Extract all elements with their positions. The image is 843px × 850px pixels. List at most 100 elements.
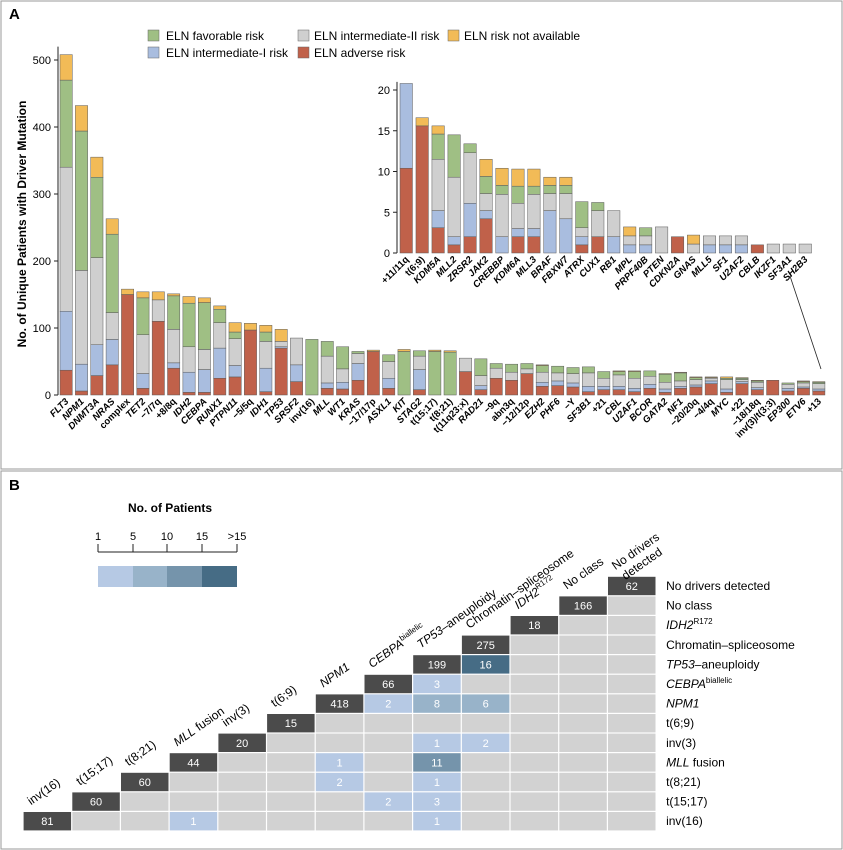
panel-b-label: B: [9, 477, 20, 494]
legend-label-intermediate-1: ELN intermediate-I risk: [166, 46, 289, 60]
matrix-cell: [413, 753, 461, 772]
y-tick-label: 400: [33, 122, 51, 134]
inset-bar-segment-intermediate_2: [431, 159, 445, 211]
matrix-cell: [510, 812, 559, 831]
inset-bar-segment-intermediate_1: [543, 210, 557, 254]
matrix-cell-value: 1: [434, 738, 440, 750]
bar-segment-adverse: [90, 375, 104, 396]
bar-segment-adverse: [151, 321, 165, 396]
bar-segment-intermediate_1: [720, 388, 734, 393]
color-scale: No. of Patients 1 5 10 15 >15: [95, 501, 246, 587]
bar-segment-adverse: [121, 294, 134, 396]
main-bar-chart: 0100200300400500FLT3NPM1DNMT3ANRAScomple…: [33, 46, 826, 440]
inset-connector-line: [789, 275, 822, 370]
matrix-cell-value: 2: [385, 699, 391, 711]
matrix-cell: [121, 792, 169, 811]
bar-segment-adverse: [551, 385, 565, 396]
matrix-cell: [267, 753, 315, 772]
bar-segment-intermediate_1: [213, 347, 227, 379]
inset-bar-segment-favorable: [431, 133, 445, 160]
matrix-cell: [121, 812, 169, 831]
inset-bar-segment-favorable: [559, 185, 573, 194]
bar-segment-not_available: [151, 291, 165, 301]
bar-segment-intermediate_2: [75, 270, 88, 365]
inset-bar-segment-intermediate_2: [463, 152, 477, 204]
bar-segment-intermediate_1: [351, 363, 365, 381]
bar-segment-intermediate_2: [213, 322, 227, 349]
bar-segment-intermediate_2: [581, 372, 595, 387]
inset-bar-segment-not_available: [687, 234, 701, 245]
bar-segment-adverse: [167, 367, 181, 396]
row-label: Chromatin–spliceosome: [666, 638, 795, 652]
bar-segment-intermediate_2: [505, 371, 518, 381]
bar-segment-not_available: [628, 370, 641, 372]
bar-segment-intermediate_2: [689, 379, 703, 386]
bar-segment-favorable: [320, 341, 334, 357]
inset-y-tick-label: 5: [384, 207, 390, 219]
bar-segment-favorable: [305, 339, 319, 396]
color-scale-swatch: [167, 566, 202, 587]
panel-a-label: A: [9, 6, 20, 23]
inset-bar-segment-intermediate_1: [703, 244, 716, 254]
matrix-cell-diagonal: [510, 616, 559, 635]
matrix-cell-diagonal: [364, 674, 412, 694]
matrix-cell-diagonal: [461, 635, 510, 654]
inset-bar-segment-intermediate_2: [623, 235, 637, 246]
bar-segment-favorable: [781, 382, 795, 385]
bar-segment-adverse: [581, 391, 595, 396]
bar-segment-adverse: [213, 378, 227, 396]
inset-bar-segment-intermediate_1: [399, 83, 413, 169]
matrix-cell: [608, 792, 656, 811]
bar-segment-intermediate_1: [413, 369, 426, 390]
bar-segment-intermediate_2: [136, 334, 150, 374]
matrix-cell: [413, 812, 461, 831]
bar-segment-intermediate_1: [612, 386, 626, 390]
inset-bar-segment-intermediate_1: [559, 218, 573, 254]
bar-segment-intermediate_2: [167, 329, 181, 364]
matrix-cell-value: 275: [476, 640, 494, 652]
bar-segment-adverse: [382, 388, 396, 396]
bar-segment-adverse: [612, 389, 626, 396]
inset-bar-segment-favorable: [463, 143, 477, 154]
bar-segment-intermediate_2: [704, 378, 718, 382]
bar-segment-adverse: [59, 369, 73, 396]
matrix-cell: [169, 812, 218, 831]
legend-swatch-intermediate-2: [297, 29, 310, 42]
bar-segment-intermediate_2: [658, 382, 672, 390]
bar-segment-not_available: [750, 380, 764, 382]
bar-segment-favorable: [689, 377, 703, 380]
inset-bar-segment-intermediate_2: [575, 227, 589, 237]
matrix-cell: [364, 792, 412, 811]
inset-bar-segment-favorable: [511, 185, 525, 204]
matrix-cell: [559, 753, 607, 772]
y-tick-label: 0: [45, 390, 51, 402]
bar-segment-not_available: [366, 349, 380, 352]
inset-bar-segment-not_available: [511, 168, 525, 187]
bar-segment-adverse: [535, 386, 549, 396]
matrix-cell: [413, 792, 461, 811]
bar-segment-intermediate_1: [704, 380, 718, 384]
matrix-cell-diagonal: [72, 792, 120, 811]
matrix-cell-value: 62: [626, 581, 638, 593]
bar-segment-intermediate_1: [182, 371, 196, 393]
matrix-cell-value: 2: [336, 777, 342, 789]
inset-bar-segment-intermediate_2: [798, 243, 812, 254]
bar-segment-intermediate_2: [612, 374, 626, 387]
bar-segment-intermediate_2: [259, 341, 273, 369]
bar-segment-favorable: [167, 295, 181, 330]
matrix-cell-value: 44: [187, 757, 199, 769]
matrix-cell: [461, 655, 510, 674]
inset-bar-segment-intermediate_1: [575, 236, 589, 246]
bar-segment-adverse: [520, 373, 534, 396]
matrix-cell: [315, 772, 364, 792]
inset-bar-segment-intermediate_2: [718, 235, 732, 246]
bar-segment-intermediate_2: [90, 257, 104, 345]
matrix-cell-value: 1: [336, 757, 342, 769]
matrix-cell: [510, 635, 559, 654]
legend-label-not-available: ELN risk not available: [464, 29, 580, 43]
bar-segment-intermediate_2: [382, 361, 396, 379]
row-label: TP53–aneuploidy: [666, 657, 759, 671]
row-label: MLL fusion: [666, 755, 725, 769]
inset-bar-segment-intermediate_1: [447, 236, 461, 246]
matrix-cell: [559, 616, 607, 635]
